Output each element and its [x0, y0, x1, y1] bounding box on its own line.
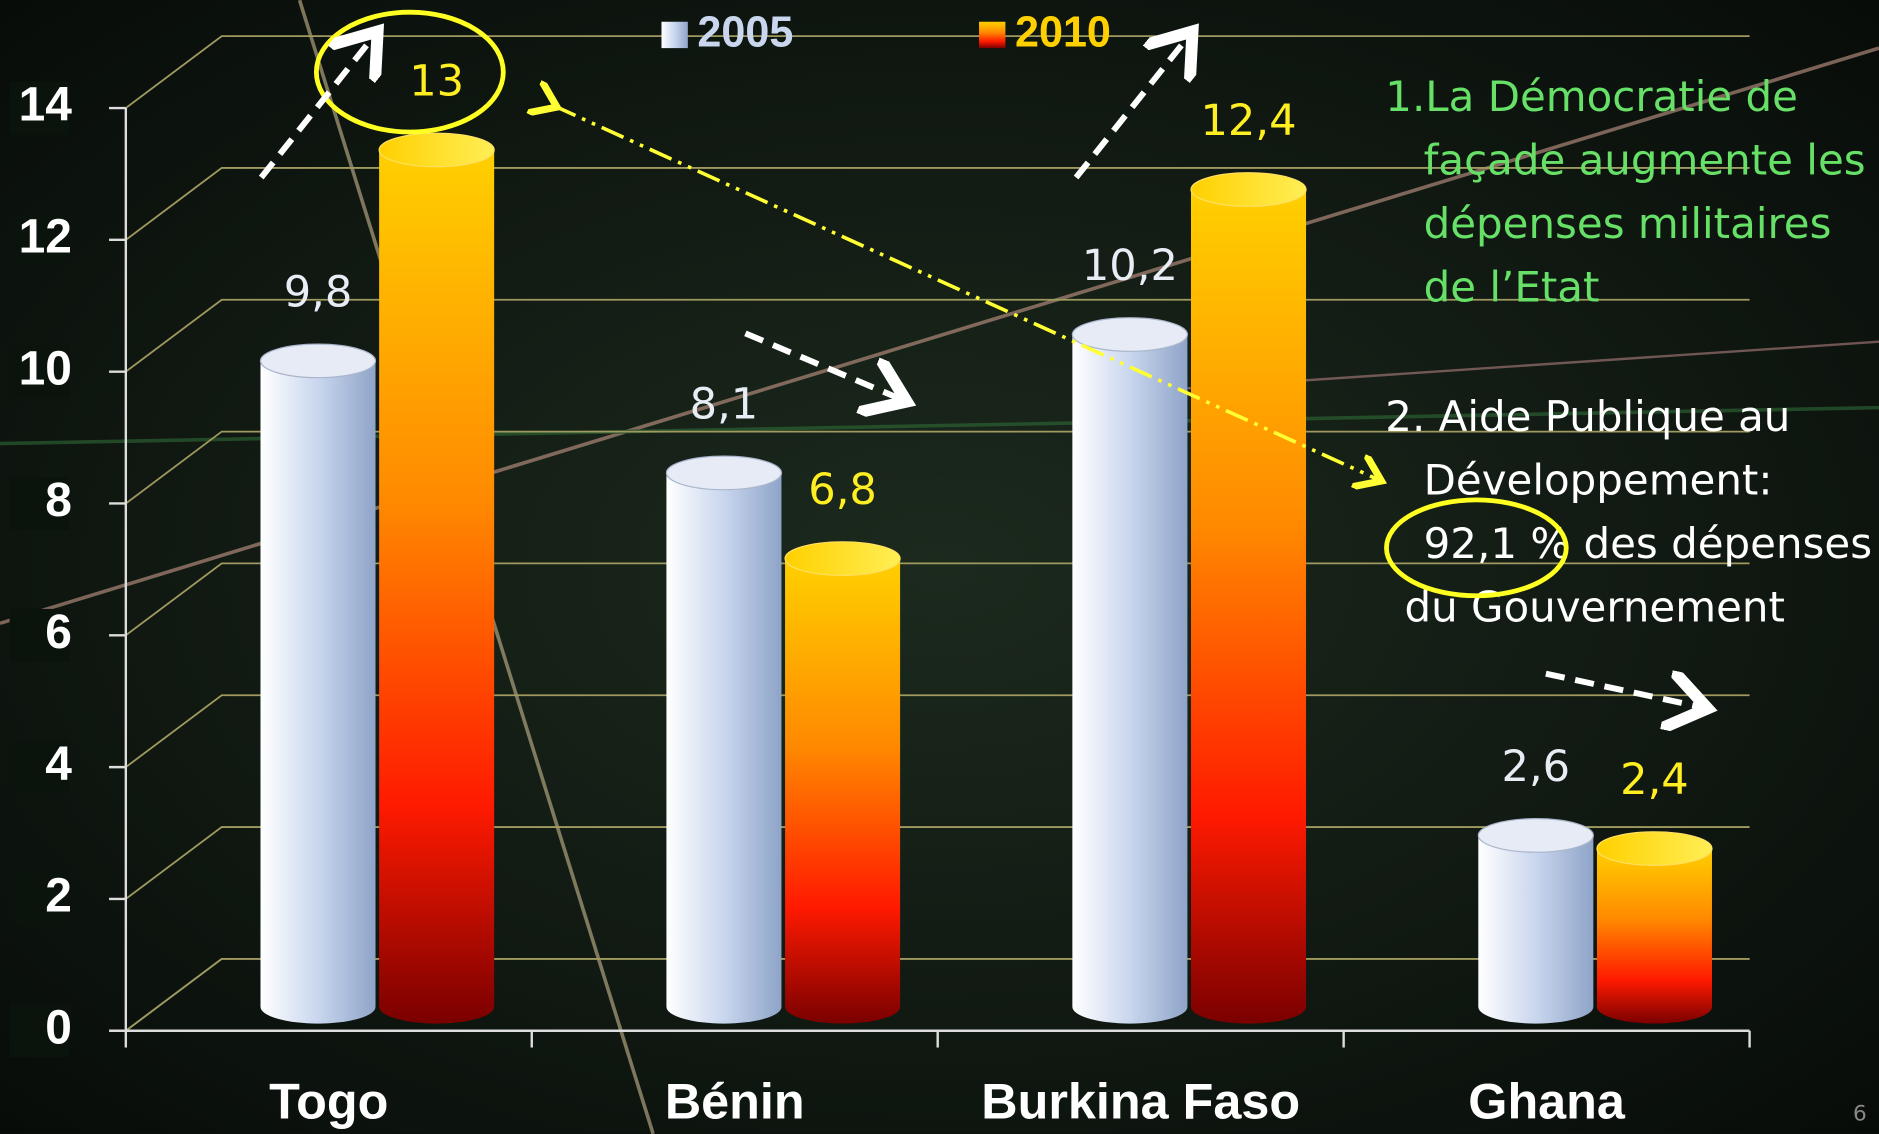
y-tick-bg	[9, 872, 70, 926]
bar	[378, 132, 495, 1024]
y-tick-label: 4	[45, 738, 72, 791]
bar	[1477, 818, 1594, 1024]
bar-body	[785, 558, 901, 1024]
legend-label: 2005	[697, 8, 793, 56]
value-label: 12,4	[1201, 96, 1297, 146]
bar	[1190, 172, 1307, 1024]
y-tick-bg	[9, 213, 70, 267]
y-tick-label: 6	[45, 606, 72, 659]
value-label: 13	[409, 57, 464, 107]
page-number: 6	[1853, 1102, 1867, 1127]
value-label: 2,4	[1620, 755, 1689, 805]
bar	[1596, 831, 1713, 1024]
x-tick-label: Ghana	[1468, 1072, 1626, 1129]
bar-top	[665, 455, 783, 491]
bar	[259, 343, 377, 1024]
annotation: dépenses militaires	[1424, 199, 1832, 248]
y-tick-bg	[9, 477, 70, 530]
y-tick-label: 8	[45, 474, 72, 527]
bar-body	[666, 472, 782, 1024]
bar-top	[259, 343, 377, 379]
bar-body	[1478, 835, 1594, 1024]
bar-body	[379, 149, 495, 1024]
bar	[665, 455, 783, 1024]
y-tick-label: 0	[45, 1001, 72, 1054]
legend-label: 2010	[1015, 8, 1111, 56]
value-label: 10,2	[1082, 241, 1178, 291]
annotation: 1.La Démocratie de	[1385, 72, 1798, 121]
annotation: 92,1 % des dépenses	[1424, 519, 1872, 568]
bar-top	[1477, 818, 1594, 853]
grid-line	[125, 35, 1750, 109]
x-tick-label: Bénin	[665, 1072, 805, 1129]
bar-body	[260, 360, 376, 1024]
legend-swatch	[979, 21, 1006, 49]
y-tick-bg	[9, 1004, 70, 1058]
annotation: 2. Aide Publique au	[1385, 392, 1790, 441]
annotation: Développement:	[1424, 456, 1773, 505]
y-tick-label: 14	[19, 79, 73, 132]
bar-body	[1596, 848, 1712, 1024]
annotation: façade augmente les	[1424, 136, 1866, 185]
annotation: du Gouvernement	[1404, 583, 1784, 632]
y-tick-bg	[9, 740, 70, 794]
y-tick-label: 2	[45, 870, 72, 923]
value-label: 2,6	[1502, 742, 1571, 792]
bar	[1071, 317, 1189, 1024]
annotation: de l’Etat	[1424, 263, 1600, 312]
value-label: 9,8	[284, 267, 353, 317]
value-label: 6,8	[808, 465, 877, 515]
bar-top	[378, 132, 495, 168]
bar-top	[1190, 172, 1307, 207]
y-tick-bg	[9, 81, 70, 135]
bar-top	[1596, 831, 1713, 866]
bar	[784, 541, 901, 1024]
x-tick-label: Burkina Faso	[981, 1072, 1300, 1129]
y-tick-bg	[9, 608, 70, 662]
bar-top	[1071, 317, 1189, 352]
bar-top	[784, 541, 901, 576]
value-label: 8,1	[690, 380, 759, 430]
y-tick-bg	[9, 345, 70, 399]
legend-swatch	[661, 21, 688, 49]
y-tick-label: 12	[19, 211, 72, 264]
bar-body	[1191, 189, 1307, 1024]
x-tick-label: Togo	[269, 1072, 388, 1129]
overlay-marks	[258, 9, 1701, 707]
y-tick-label: 10	[19, 342, 72, 395]
bar-body	[1072, 334, 1188, 1024]
